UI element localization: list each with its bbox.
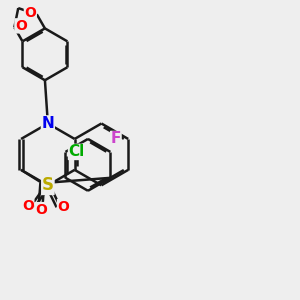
Text: O: O xyxy=(58,200,69,214)
Text: O: O xyxy=(15,19,27,33)
Text: S: S xyxy=(42,176,54,194)
Text: O: O xyxy=(24,6,36,20)
Text: O: O xyxy=(35,202,47,217)
Text: F: F xyxy=(111,131,121,146)
Text: N: N xyxy=(41,116,54,131)
Text: O: O xyxy=(22,199,34,213)
Text: Cl: Cl xyxy=(69,144,85,159)
